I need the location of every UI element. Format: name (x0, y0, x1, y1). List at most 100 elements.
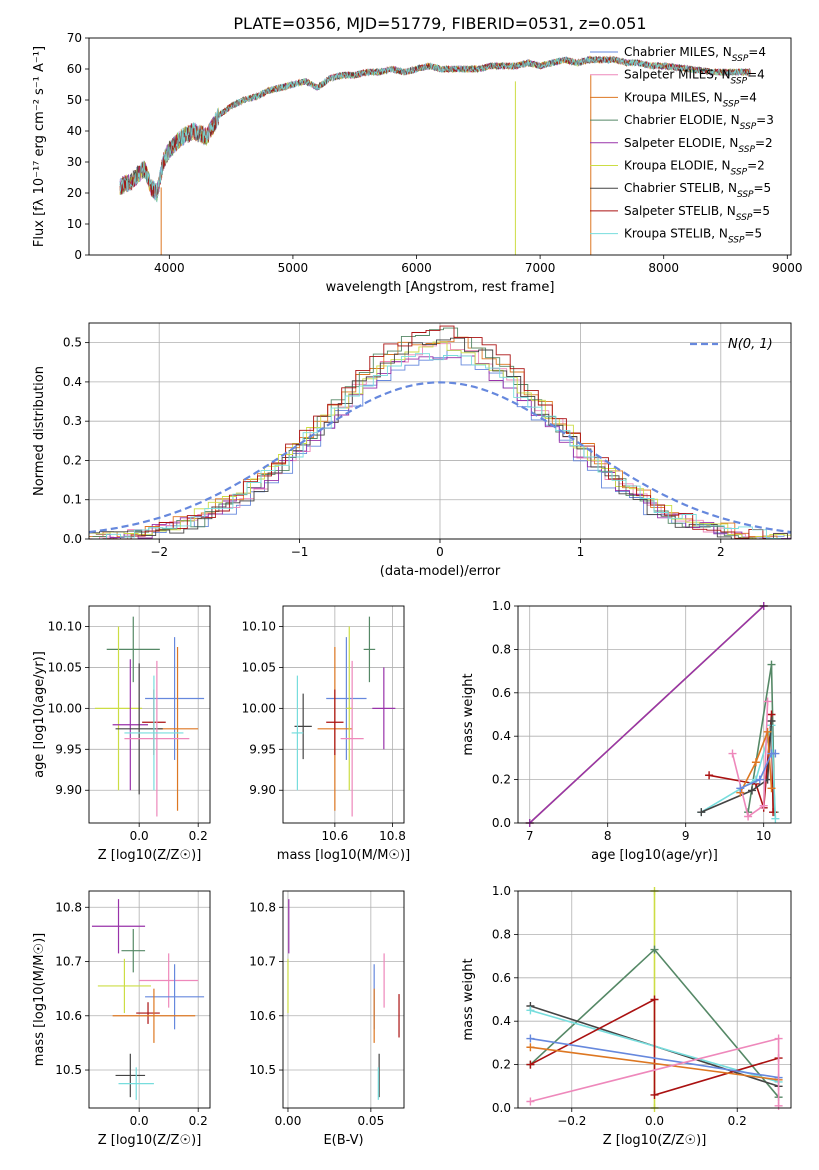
series-marker (763, 697, 772, 706)
y-tick-label: 0.4 (63, 375, 82, 389)
x-tick-label: 9 (682, 829, 690, 843)
y-tick-label: 0.0 (492, 1101, 511, 1115)
series-marker (526, 1097, 535, 1106)
y-tick-label: 0.6 (492, 971, 511, 985)
axes-frame (88, 322, 792, 540)
y-tick-label: 20 (67, 186, 82, 200)
y-tick-label: 9.90 (249, 783, 276, 797)
panel-mass-weight-vs-age: 7 8 9 10 0.0 0.2 0.4 0.6 0.8 1.0 age [log10(age/yr… (461, 599, 792, 863)
x-tick-label: −2 (150, 545, 168, 559)
axes-frame (282, 890, 405, 1109)
histogram-step (89, 337, 791, 540)
panel-spectrum: 4000 5000 6000 7000 8000 9000 0 10 20 30 40 50 60 70 w… (32, 31, 803, 295)
series-marker (650, 995, 659, 1004)
legend-label: Salpeter STELIB, NSSP=5 (624, 204, 770, 223)
x-axis-label: mass [log10(M/M☉)] (277, 848, 410, 863)
series-marker (763, 727, 772, 736)
x-tick-label: 0.2 (189, 1114, 208, 1128)
y-tick-label: 0.2 (492, 773, 511, 787)
y-tick-label: 0.0 (63, 532, 82, 546)
series-marker (774, 1034, 783, 1043)
x-tick-label: 8 (604, 829, 612, 843)
x-tick-label: 6000 (401, 261, 432, 275)
x-tick-label: 9000 (772, 261, 803, 275)
series-line (739, 731, 773, 793)
series-marker (755, 775, 764, 784)
x-tick-label: 0.0 (645, 1114, 664, 1128)
y-axis-label: mass weight (461, 673, 476, 755)
y-axis-label: age [log10(age/yr)] (32, 651, 47, 778)
panel-mass-vs-EBV: 0.00 0.05 10.5 10.6 10.7 10.8 E(B-V) (249, 890, 405, 1148)
y-tick-label: 0.1 (63, 493, 82, 507)
y-tick-label: 10.5 (55, 1063, 82, 1077)
series-marker (697, 808, 706, 817)
series-marker (771, 749, 780, 758)
y-tick-label: 10.00 (48, 701, 82, 715)
y-tick-label: 9.95 (249, 742, 276, 756)
y-tick-label: 0 (74, 248, 82, 262)
y-tick-label: 0.3 (63, 414, 82, 428)
y-tick-label: 10 (67, 217, 82, 231)
series-marker (771, 814, 780, 823)
y-tick-label: 0.8 (492, 642, 511, 656)
legend-label: Salpeter ELODIE, NSSP=2 (624, 136, 773, 155)
x-tick-label: 7000 (525, 261, 556, 275)
y-tick-label: 0.8 (492, 927, 511, 941)
series-marker (767, 784, 776, 793)
y-tick-label: 10.5 (249, 1063, 276, 1077)
series-marker (744, 812, 753, 821)
y-tick-label: 10.10 (48, 619, 82, 633)
x-axis-label: wavelength [Angstrom, rest frame] (326, 280, 555, 295)
series-line (530, 1046, 779, 1081)
x-tick-label: 0.2 (728, 1114, 747, 1128)
y-tick-label: 30 (67, 155, 82, 169)
legend-label: Chabrier ELODIE, NSSP=3 (624, 113, 774, 132)
y-tick-label: 0.2 (492, 1058, 511, 1072)
series-marker (759, 801, 768, 810)
axes-frame (88, 605, 211, 824)
axes-frame (517, 890, 792, 1109)
y-tick-label: 9.95 (55, 742, 82, 756)
x-tick-label: 4000 (154, 261, 185, 275)
y-tick-label: 9.90 (55, 783, 82, 797)
y-tick-label: 0.4 (492, 1014, 511, 1028)
y-tick-label: 0.5 (63, 336, 82, 350)
axes-frame (282, 605, 405, 824)
x-axis-label: E(B-V) (323, 1133, 363, 1148)
axes-frame (88, 890, 211, 1109)
y-tick-label: 10.7 (249, 955, 276, 969)
y-tick-label: 0.2 (63, 453, 82, 467)
y-tick-label: 0.0 (492, 816, 511, 830)
legend-label: Kroupa MILES, NSSP=4 (624, 90, 757, 109)
y-tick-label: 10.10 (242, 619, 276, 633)
x-tick-label: 0.00 (275, 1114, 302, 1128)
y-axis-label: Flux [fλ 10⁻¹⁷ erg cm⁻² s⁻¹ A⁻¹] (32, 46, 47, 247)
series-marker (526, 1043, 535, 1052)
figure-title: PLATE=0356, MJD=51779, FIBERID=0531, z=0… (233, 14, 646, 33)
x-tick-label: 1 (577, 545, 585, 559)
normal-curve (88, 381, 792, 534)
panel-age-vs-mass: 10.6 10.8 9.90 9.95 10.00 10.05 10.10 mass [log… (242, 605, 410, 863)
x-axis-label: Z [log10(Z/Z☉)] (603, 1133, 707, 1148)
axes-frame (517, 605, 792, 824)
spectrum-line (119, 55, 751, 199)
series-marker (650, 1090, 659, 1099)
histogram-step (92, 353, 791, 540)
x-tick-label: 0.0 (130, 1114, 149, 1128)
y-tick-label: 50 (67, 93, 82, 107)
y-tick-label: 10.7 (55, 955, 82, 969)
y-tick-label: 0.4 (492, 729, 511, 743)
y-axis-label: mass weight (461, 958, 476, 1040)
x-tick-label: 10.6 (321, 829, 348, 843)
y-axis-label: mass [log10(M/M☉)] (32, 933, 47, 1066)
series-marker (748, 786, 756, 795)
legend-label: Chabrier MILES, NSSP=4 (624, 45, 766, 64)
series-line (530, 998, 779, 1097)
series-marker (767, 717, 776, 726)
legend-label: Chabrier STELIB, NSSP=5 (624, 181, 771, 200)
x-tick-label: 10.8 (379, 829, 406, 843)
x-tick-label: 0.0 (130, 829, 149, 843)
series-line (700, 725, 777, 819)
y-tick-label: 10.8 (55, 900, 82, 914)
